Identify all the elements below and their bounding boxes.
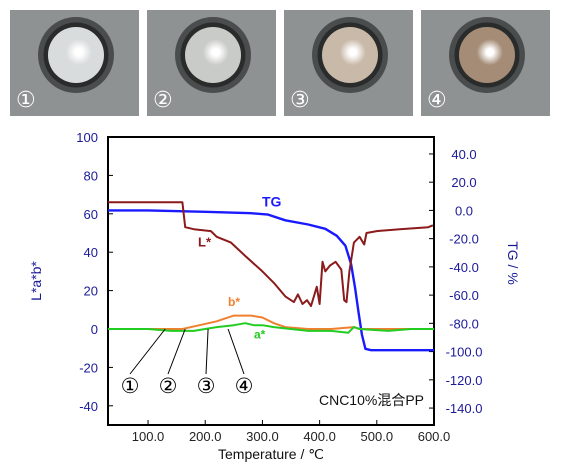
- marker-label: ②: [159, 375, 178, 398]
- chart-labels-layer: Temperature / ℃ L*a*b* TG / % TG L* b* a* ① ② ③ ④ C…: [28, 193, 521, 462]
- left-tick-label: 40: [84, 245, 98, 260]
- sample-photo-4: ④: [421, 10, 550, 116]
- left-tick-label: 80: [84, 168, 98, 183]
- right-tick-label: 20.0: [451, 175, 476, 190]
- sample-inner: [185, 27, 241, 83]
- marker-leader-line: [129, 328, 166, 375]
- right-tick-label: -80.0: [449, 316, 479, 331]
- sample-photo-3: ③: [284, 10, 413, 116]
- marker-label: ③: [197, 375, 216, 398]
- sample-dish: [312, 17, 388, 93]
- sample-photo-1: ①: [10, 10, 139, 116]
- left-axis-label: L*a*b*: [28, 261, 44, 301]
- left-tick-label: 20: [84, 284, 98, 299]
- x-axis-label: Temperature / ℃: [218, 446, 324, 462]
- right-tick-label: -100.0: [446, 345, 483, 360]
- left-tick-label: -40: [79, 399, 98, 414]
- series-line-b: [108, 314, 434, 330]
- chart-annotation: CNC10%混合PP: [319, 392, 424, 408]
- left-tick-label: 0: [91, 322, 98, 337]
- x-tick-label: 100.0: [132, 429, 165, 444]
- left-tick-label: -20: [79, 360, 98, 375]
- right-tick-label: -140.0: [446, 401, 483, 416]
- plot-frame: [107, 136, 435, 426]
- right-tick-label: 0.0: [455, 203, 473, 218]
- marker-leader-line: [167, 328, 186, 375]
- x-tick-label: 200.0: [189, 429, 222, 444]
- sample-photo-2: ②: [147, 10, 276, 116]
- x-tick-label: 400.0: [303, 429, 336, 444]
- right-axis-label: TG / %: [505, 241, 521, 285]
- series-line-a: [108, 322, 434, 334]
- series-line-tg: [108, 209, 434, 352]
- right-tick-label: -20.0: [449, 232, 479, 247]
- chart-axes-layer: 100 80 60 40 20 0 -20 -40 40.0 20.0 0.0 -20.0 -40.0 -…: [76, 130, 482, 444]
- sample-photos: ① ② ③ ④: [10, 10, 554, 116]
- right-tick-label: 40.0: [451, 147, 476, 162]
- series-line-l: [108, 201, 434, 307]
- tg-lab-chart: 100 80 60 40 20 0 -20 -40 40.0 20.0 0.0 -20.0 -40.0 -…: [28, 130, 521, 462]
- marker-leader-line: [227, 328, 245, 375]
- chart-series-layer: [108, 201, 434, 352]
- series-label-a: a*: [254, 328, 266, 342]
- x-tick-label: 500.0: [361, 429, 394, 444]
- series-label-b: b*: [228, 295, 240, 309]
- sample-inner: [459, 27, 515, 83]
- left-tick-label: 60: [84, 207, 98, 222]
- right-tick-label: -40.0: [449, 260, 479, 275]
- photo-label: ②: [153, 88, 173, 113]
- marker-label: ④: [235, 375, 254, 398]
- sample-inner: [48, 27, 104, 83]
- sample-dish: [449, 17, 525, 93]
- right-tick-label: -60.0: [449, 288, 479, 303]
- photo-label: ④: [427, 88, 447, 113]
- photo-label: ③: [290, 88, 310, 113]
- photo-label: ①: [16, 88, 36, 113]
- series-label-tg: TG: [262, 193, 282, 209]
- x-tick-label: 600.0: [418, 429, 451, 444]
- series-label-l: L*: [198, 234, 212, 249]
- marker-leader-line: [205, 328, 209, 375]
- left-tick-label: 100: [76, 130, 98, 145]
- sample-inner: [322, 27, 378, 83]
- x-tick-label: 300.0: [246, 429, 279, 444]
- right-tick-label: -120.0: [446, 373, 483, 388]
- marker-label: ①: [121, 375, 140, 398]
- sample-dish: [38, 17, 114, 93]
- sample-dish: [175, 17, 251, 93]
